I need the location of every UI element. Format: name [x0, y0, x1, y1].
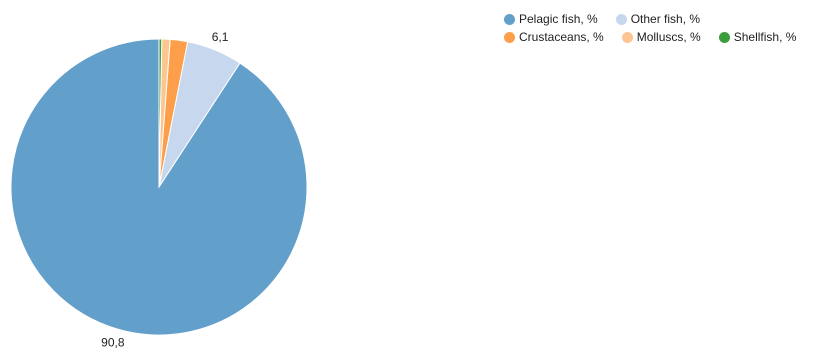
legend-label: Other fish, % — [630, 12, 701, 26]
legend-swatch-icon — [504, 13, 515, 25]
legend-item[interactable]: Crustaceans, % — [504, 28, 604, 46]
legend-swatch-icon — [718, 31, 730, 43]
legend-item[interactable]: Other fish, % — [615, 10, 701, 28]
legend: Pelagic fish, % Other fish, % Crustaceans,… — [504, 10, 834, 46]
legend-swatch-icon — [504, 31, 515, 43]
legend-label: Crustaceans, % — [519, 30, 604, 44]
legend-item[interactable]: Molluscs, % — [621, 28, 701, 46]
data-label: 6,1 — [212, 30, 229, 44]
legend-label: Shellfish, % — [733, 30, 797, 44]
legend-swatch-icon — [621, 31, 633, 43]
legend-swatch-icon — [615, 13, 627, 25]
legend-item[interactable]: Pelagic fish, % — [504, 10, 598, 28]
legend-label: Pelagic fish, % — [519, 12, 598, 26]
data-label: 90,8 — [101, 335, 125, 349]
pie-slice — [158, 38, 163, 188]
legend-label: Molluscs, % — [636, 30, 701, 44]
legend-item[interactable]: Shellfish, % — [718, 28, 797, 46]
